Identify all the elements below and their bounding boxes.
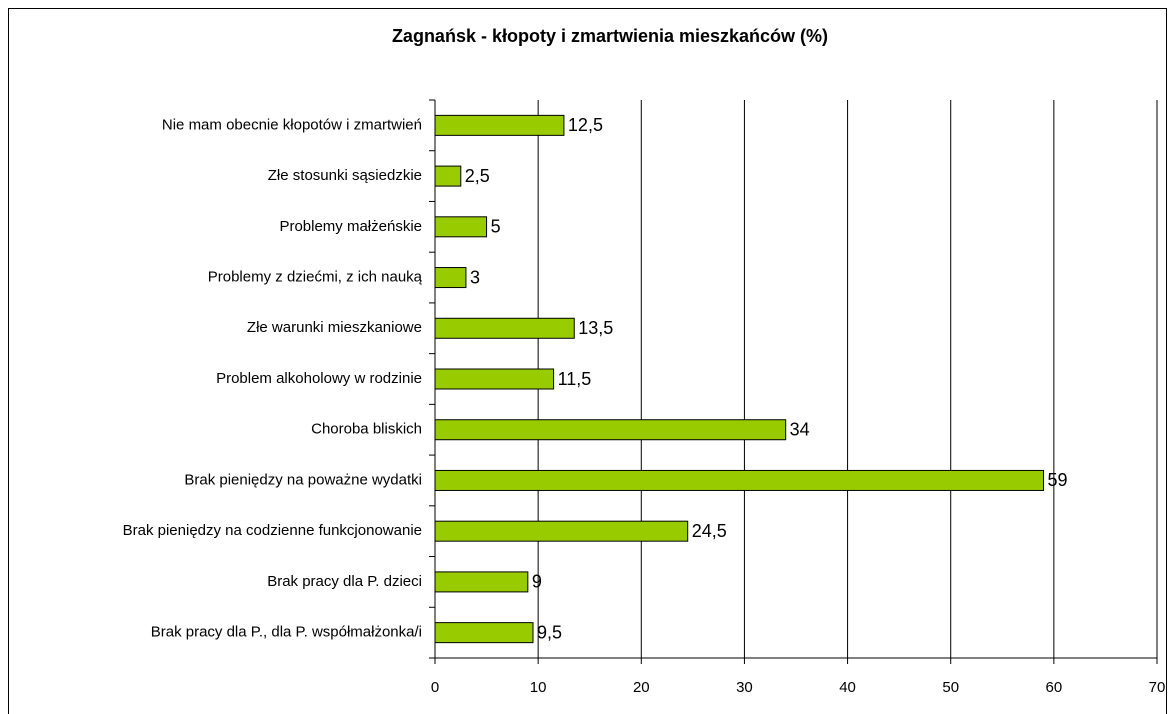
bar	[434, 571, 529, 593]
bar	[434, 267, 467, 289]
bar	[434, 469, 1045, 491]
x-tick-label: 70	[1149, 679, 1166, 696]
bar	[434, 165, 462, 187]
data-label: 59	[1048, 470, 1068, 490]
bar	[434, 317, 575, 339]
x-tick-label: 0	[431, 679, 439, 696]
x-tick-label: 30	[736, 679, 753, 696]
x-tick-label: 20	[633, 679, 650, 696]
data-label: 9	[532, 572, 542, 592]
y-tick-label: Złe warunki mieszkaniowe	[247, 319, 422, 336]
data-label: 13,5	[578, 318, 613, 338]
bar	[434, 216, 488, 238]
bar	[434, 114, 565, 136]
x-tick-label: 50	[942, 679, 959, 696]
data-label: 9,5	[537, 622, 562, 642]
y-tick-label: Problemy małżeńskie	[279, 218, 422, 235]
y-tick-label: Brak pieniędzy na poważne wydatki	[184, 471, 422, 488]
y-tick-label: Problemy z dziećmi, z ich nauką	[208, 269, 423, 286]
y-tick-label: Nie mam obecnie kłopotów i zmartwień	[162, 116, 422, 133]
data-label: 24,5	[692, 521, 727, 541]
chart-border	[8, 8, 1167, 714]
y-tick-label: Brak pracy dla P., dla P. współmałżonka/…	[151, 624, 422, 641]
data-label: 11,5	[558, 369, 592, 389]
data-label: 5	[491, 217, 501, 237]
bar	[434, 419, 787, 441]
chart-title: Zagnańsk - kłopoty i zmartwienia mieszka…	[392, 26, 828, 46]
data-label: 3	[470, 267, 480, 287]
x-tick-label: 10	[530, 679, 547, 696]
data-label: 2,5	[465, 166, 490, 186]
y-tick-label: Problem alkoholowy w rodzinie	[216, 370, 422, 387]
data-label: 34	[790, 419, 810, 439]
bar	[434, 520, 689, 542]
y-tick-label: Choroba bliskich	[311, 421, 422, 438]
y-tick-label: Brak pracy dla P. dzieci	[267, 573, 422, 590]
data-label: 12,5	[568, 115, 603, 135]
bar	[434, 622, 534, 644]
y-tick-label: Brak pieniędzy na codzienne funkcjonowan…	[123, 522, 422, 539]
x-tick-label: 60	[1046, 679, 1063, 696]
y-tick-label: Złe stosunki sąsiedzkie	[268, 167, 422, 184]
x-tick-label: 40	[839, 679, 856, 696]
bar	[434, 368, 555, 390]
